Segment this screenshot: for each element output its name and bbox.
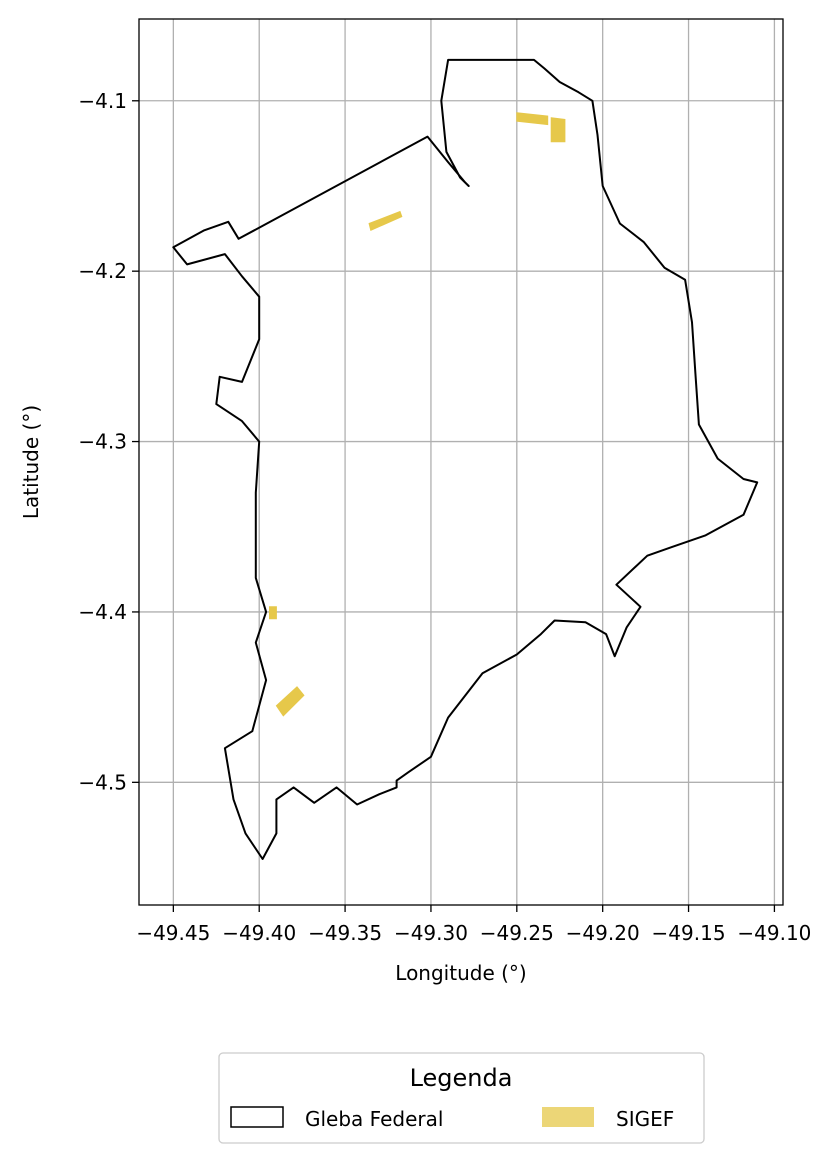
x-axis-title: Longitude (°) xyxy=(395,961,526,985)
y-tick-label: −4.3 xyxy=(78,430,127,454)
y-tick-label: −4.4 xyxy=(78,600,127,624)
x-tick-label: −49.25 xyxy=(480,921,554,945)
legend-title: Legenda xyxy=(410,1064,513,1092)
legend: Legenda Gleba Federal SIGEF xyxy=(218,1052,705,1144)
y-axis-title: Latitude (°) xyxy=(19,405,43,519)
sigef-parcel xyxy=(275,686,305,717)
legend-swatch-sigef xyxy=(542,1107,594,1127)
plot-frame xyxy=(138,18,784,906)
legend-label-gleba-federal: Gleba Federal xyxy=(305,1107,443,1131)
legend-swatch-gleba-federal xyxy=(230,1106,284,1128)
x-tick-label: −49.30 xyxy=(394,921,468,945)
y-tick-label: −4.5 xyxy=(78,770,127,794)
legend-label-sigef: SIGEF xyxy=(616,1107,674,1131)
x-tick-label: −49.10 xyxy=(737,921,811,945)
x-tick-label: −49.45 xyxy=(136,921,210,945)
sigef-parcel xyxy=(516,112,549,126)
sigef-parcel xyxy=(550,117,566,143)
map-layers xyxy=(172,58,759,860)
y-tick-label: −4.1 xyxy=(78,89,127,113)
sigef-parcel xyxy=(368,210,403,231)
sigef-parcel xyxy=(269,606,277,620)
x-tick-label: −49.40 xyxy=(222,921,296,945)
grid-lines xyxy=(139,19,783,905)
plot-area: −49.45 −49.40 −49.35 −49.30 −49.25 −49.20 −49.… xyxy=(78,18,811,945)
y-tick-label: −4.2 xyxy=(78,259,127,283)
x-tick-label: −49.15 xyxy=(652,921,726,945)
y-axis-ticks: −4.1 −4.2 −4.3 −4.4 −4.5 xyxy=(78,89,139,794)
x-axis-ticks: −49.45 −49.40 −49.35 −49.30 −49.25 −49.20 −49.… xyxy=(136,905,811,945)
x-tick-label: −49.35 xyxy=(308,921,382,945)
gleba-federal-boundary xyxy=(172,58,759,860)
x-tick-label: −49.20 xyxy=(566,921,640,945)
